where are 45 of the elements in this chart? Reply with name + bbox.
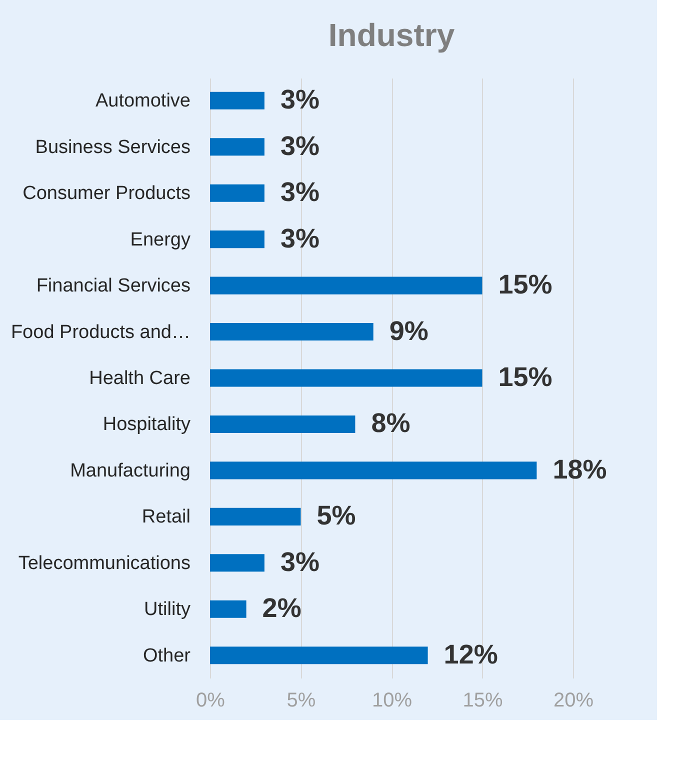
data-label: 5% <box>316 500 356 531</box>
bar <box>210 508 301 526</box>
y-tick-label: Telecommunications <box>18 552 190 574</box>
data-label: 3% <box>280 130 320 161</box>
x-tick-label: 0% <box>196 690 226 712</box>
x-tick-label: 20% <box>553 690 594 712</box>
data-label: 18% <box>552 454 607 484</box>
bar <box>210 322 374 341</box>
y-tick-label: Consumer Products <box>22 183 190 204</box>
data-label: 8% <box>371 408 410 438</box>
y-tick-label: Automotive <box>95 90 190 112</box>
y-tick-label: Business Services <box>35 136 190 158</box>
data-label: 3% <box>280 177 320 208</box>
bar <box>210 554 264 572</box>
y-tick-label: Health Care <box>89 368 190 389</box>
data-label: 3% <box>280 223 320 254</box>
x-tick-label: 15% <box>462 690 503 712</box>
y-tick-label: Retail <box>142 506 190 528</box>
y-tick-label: Food Products and… <box>10 322 190 343</box>
bar <box>210 92 264 110</box>
y-tick-label: Hospitality <box>102 414 191 436</box>
bar <box>210 600 246 618</box>
data-label: 3% <box>280 546 320 577</box>
x-tick-label: 5% <box>286 690 316 712</box>
data-label: 2% <box>262 593 302 624</box>
data-label: 12% <box>444 639 498 670</box>
data-label: 15% <box>498 362 552 392</box>
y-tick-label: Energy <box>130 229 191 250</box>
data-label: 15% <box>498 270 552 300</box>
data-label: 9% <box>389 316 428 346</box>
y-tick-label: Manufacturing <box>70 460 190 482</box>
y-tick-label: Financial Services <box>36 276 190 297</box>
x-tick-label: 10% <box>372 690 412 712</box>
bar <box>210 415 356 434</box>
bar <box>210 138 264 156</box>
chart-title: Industry <box>328 17 455 53</box>
bar <box>210 230 264 248</box>
y-tick-label: Utility <box>144 599 191 620</box>
bar <box>210 646 428 664</box>
bar <box>210 462 537 480</box>
bar <box>210 276 482 294</box>
bar <box>210 184 264 202</box>
y-tick-label: Other <box>142 645 192 666</box>
data-label: 3% <box>280 84 320 115</box>
bar <box>210 369 482 387</box>
